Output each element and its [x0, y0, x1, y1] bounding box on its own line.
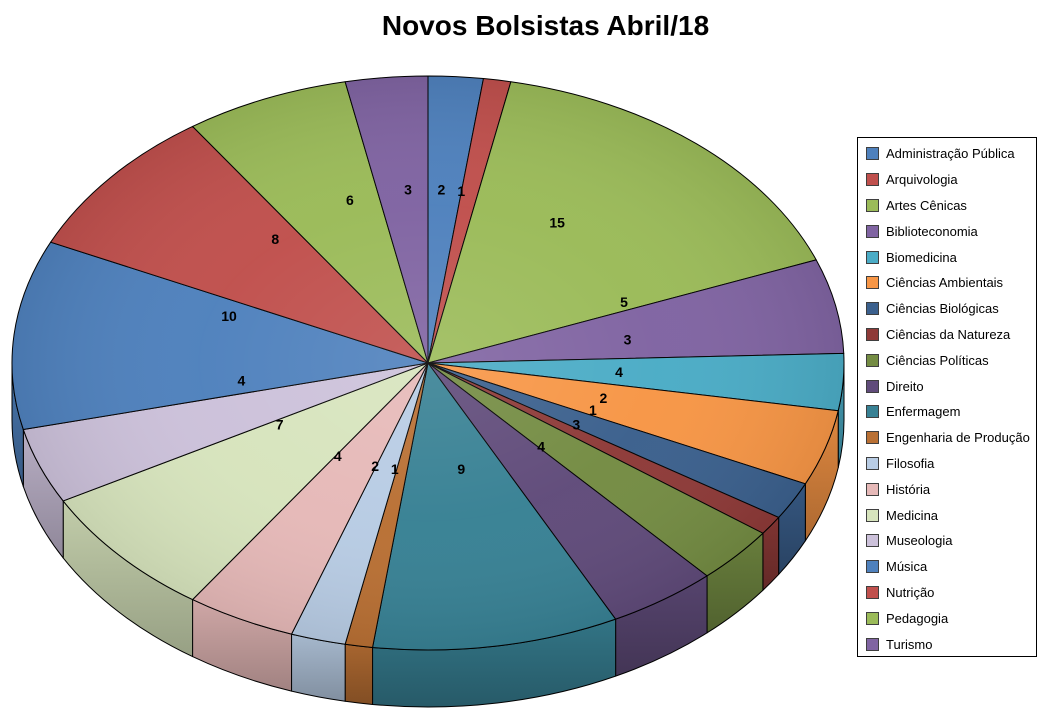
legend-swatch — [866, 431, 879, 445]
slice-value-label: 3 — [624, 331, 632, 347]
chart-title: Novos Bolsistas Abril/18 — [381, 10, 710, 41]
slice-value-label: 1 — [457, 183, 465, 199]
pie-slice-side — [291, 633, 346, 702]
legend-swatch — [866, 173, 879, 187]
legend-item: Turismo — [858, 631, 1036, 656]
legend-item: História — [858, 476, 1036, 502]
legend-swatch — [866, 327, 879, 341]
legend-item-label: Nutrição — [886, 584, 935, 600]
slice-value-label: 4 — [615, 364, 623, 380]
slice-value-label: 1 — [391, 461, 399, 477]
legend-item-label: Música — [886, 559, 928, 575]
legend-swatch — [866, 560, 879, 574]
slice-value-label: 4 — [334, 448, 342, 464]
legend-item: Música — [858, 554, 1036, 580]
legend-item-label: Biomedicina — [886, 249, 957, 265]
legend-item: Artes Cênicas — [858, 193, 1036, 219]
slice-value-label: 3 — [572, 417, 580, 433]
legend-swatch — [866, 534, 879, 548]
legend-swatch — [866, 637, 879, 651]
legend-swatch — [866, 276, 879, 290]
legend-item: Engenharia de Produção — [858, 425, 1036, 451]
legend-item: Enfermagem — [858, 399, 1036, 425]
slice-value-label: 2 — [437, 181, 445, 197]
slice-value-label: 2 — [599, 390, 607, 406]
slice-value-label: 2 — [371, 458, 379, 474]
legend-swatch — [866, 302, 879, 316]
slice-value-label: 4 — [537, 438, 545, 454]
legend-item-label: Pedagogia — [886, 610, 949, 626]
legend-item: Direito — [858, 373, 1036, 399]
legend-item: Ciências Políticas — [858, 347, 1036, 373]
legend-swatch — [866, 611, 879, 625]
legend-item-label: Medicina — [886, 507, 939, 523]
slice-value-label: 7 — [276, 417, 284, 433]
legend-item-label: História — [886, 481, 931, 497]
legend-item: Museologia — [858, 528, 1036, 554]
legend: Administração Pública Arquivologia Artes C… — [857, 137, 1037, 657]
legend-item-label: Ciências Biológicas — [886, 301, 999, 317]
legend-item: Pedagogia — [858, 605, 1036, 631]
slice-value-label: 8 — [271, 231, 279, 247]
legend-item: Arquivologia — [858, 167, 1036, 193]
legend-item: Administração Pública — [858, 141, 1036, 167]
legend-item-label: Ciências Políticas — [886, 352, 989, 368]
slice-value-label: 6 — [346, 192, 354, 208]
slice-value-label: 3 — [404, 182, 412, 198]
legend-item: Biomedicina — [858, 244, 1036, 270]
slice-value-label: 5 — [620, 294, 628, 310]
legend-swatch — [866, 353, 879, 367]
legend-item: Medicina — [858, 502, 1036, 528]
legend-swatch — [866, 482, 879, 496]
legend-swatch — [866, 508, 879, 522]
legend-item-label: Filosofia — [886, 455, 935, 471]
legend-item-label: Administração Pública — [886, 146, 1015, 162]
legend-item: Biblioteconomia — [858, 218, 1036, 244]
legend-item-label: Enfermagem — [886, 404, 961, 420]
legend-item-label: Ciências da Natureza — [886, 326, 1011, 342]
legend-item-label: Biblioteconomia — [886, 223, 978, 239]
legend-item-label: Ciências Ambientais — [886, 275, 1004, 291]
legend-item-label: Engenharia de Produção — [886, 430, 1030, 446]
legend-swatch — [866, 585, 879, 599]
legend-item-label: Arquivologia — [886, 172, 958, 188]
legend-item: Ciências Biológicas — [858, 296, 1036, 322]
legend-swatch — [866, 405, 879, 419]
legend-item: Ciências da Natureza — [858, 322, 1036, 348]
legend-swatch — [866, 456, 879, 470]
legend-item: Nutrição — [858, 580, 1036, 606]
slice-value-label: 9 — [457, 461, 465, 477]
legend-swatch — [866, 147, 879, 161]
legend-swatch — [866, 379, 879, 393]
slice-value-label: 15 — [549, 214, 565, 230]
slice-value-label: 1 — [589, 402, 597, 418]
legend-swatch — [866, 250, 879, 264]
slice-value-label: 4 — [237, 373, 245, 389]
slice-value-label: 10 — [221, 308, 237, 324]
legend-item-label: Artes Cênicas — [886, 197, 967, 213]
legend-item: Filosofia — [858, 451, 1036, 477]
legend-swatch — [866, 224, 879, 238]
legend-item-label: Turismo — [886, 636, 933, 652]
legend-item-label: Direito — [886, 378, 924, 394]
pie-slice-side — [344, 643, 374, 705]
legend-swatch — [866, 198, 879, 212]
legend-item: Ciências Ambientais — [858, 270, 1036, 296]
legend-item-label: Museologia — [886, 533, 953, 549]
